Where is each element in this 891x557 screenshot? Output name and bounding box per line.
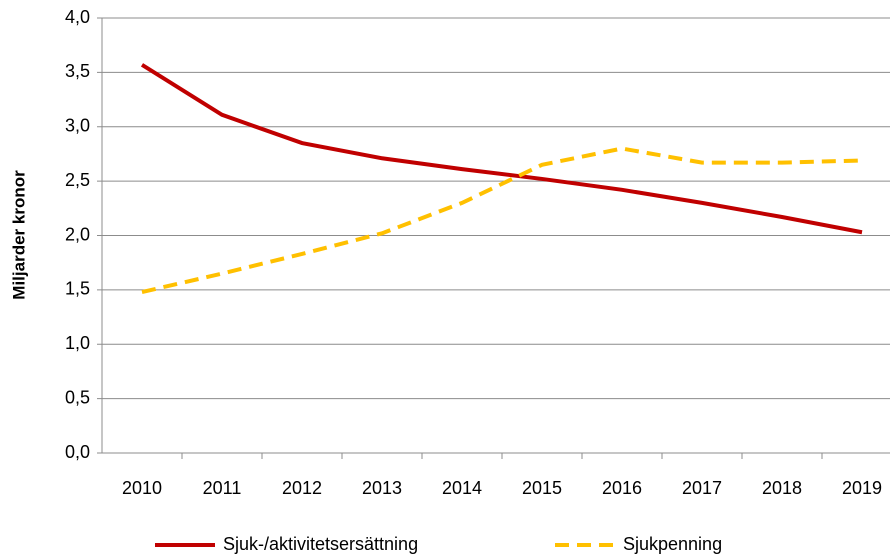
x-tick-label: 2016	[602, 478, 642, 498]
y-tick-label: 0,0	[65, 442, 90, 462]
x-tick-label: 2019	[842, 478, 882, 498]
y-axis-label: Miljarder kronor	[9, 170, 28, 300]
y-tick-label: 3,5	[65, 61, 90, 81]
series-line	[141, 146, 863, 294]
x-tick-label: 2013	[362, 478, 402, 498]
x-tick-label: 2011	[203, 478, 242, 498]
x-tick-label: 2010	[122, 478, 162, 498]
series-line	[140, 63, 863, 235]
y-tick-label: 2,0	[65, 224, 90, 244]
x-tick-label: 2012	[282, 478, 322, 498]
legend-label: Sjukpenning	[623, 534, 722, 554]
y-tick-label: 4,0	[65, 7, 90, 27]
x-tick-label: 2018	[762, 478, 802, 498]
y-tick-label: 2,5	[65, 170, 90, 190]
y-tick-label: 3,0	[65, 116, 90, 136]
y-tick-label: 0,5	[65, 387, 90, 407]
y-tick-label: 1,5	[65, 279, 90, 299]
legend-label: Sjuk-/aktivitetsersättning	[223, 534, 418, 554]
x-tick-label: 2015	[522, 478, 562, 498]
x-tick-label: 2017	[682, 478, 722, 498]
y-tick-label: 1,0	[65, 333, 90, 353]
x-tick-label: 2014	[442, 478, 482, 498]
